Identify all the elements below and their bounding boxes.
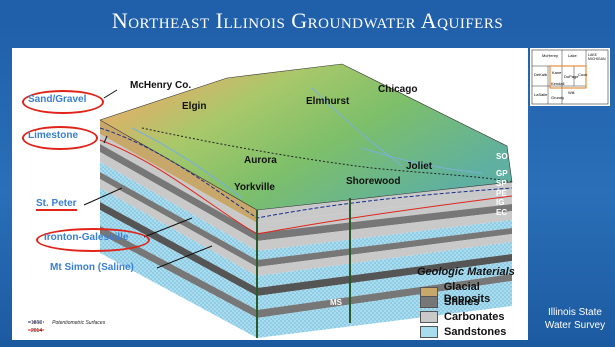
unit-mq: MQ [512, 154, 525, 163]
pot-year-1863: 1863 [31, 320, 43, 326]
inset-dekalb: DeKalb [534, 72, 548, 77]
inset-kendall: Kendall [551, 81, 565, 86]
legend-label-shales: Shales [444, 296, 480, 308]
unit-so: SO [496, 152, 508, 161]
block-diagram-svg [83, 63, 513, 338]
label-elmhurst: Elmhurst [306, 96, 350, 107]
unit-sp: SP [496, 179, 507, 188]
aquifer-mt-simon: Mt Simon (Saline) [50, 262, 134, 273]
inset-lasalle: LaSalle [534, 92, 548, 97]
label-chicago: Chicago [378, 84, 418, 95]
legend-label-glacial: Glacial Deposits [443, 281, 491, 305]
pot-year-2014: 2014 [31, 328, 43, 334]
inset-cook: Cook [578, 72, 588, 77]
source-credit: Illinois State Water Survey [544, 307, 606, 331]
aquifer-limestone: Limestone [28, 130, 79, 141]
ironton-ellipse [36, 228, 150, 252]
aquifer-sand-gravel: Sand/Gravel [28, 94, 87, 105]
legend-swatch-carbonates [420, 311, 438, 323]
unit-gp: GP [496, 169, 508, 178]
pot-key-1863: 1863 Potentiometric Surfaces [28, 320, 105, 326]
inset-grundy: Grundy [551, 95, 565, 100]
legend-item-shales: Shales [420, 296, 479, 308]
front-left-face [100, 120, 257, 338]
legend-label-sandstones: Sandstones [444, 326, 507, 338]
aquifer-st-peter: St. Peter [36, 198, 77, 211]
legend-item-carbonates: Carbonates [420, 311, 505, 323]
aquifer-ironton-galesville: Ironton-Galesville [44, 232, 129, 243]
inset-mchenry: McHenry [542, 53, 559, 58]
legend-item-sandstones: Sandstones [420, 326, 506, 338]
label-joliet: Joliet [406, 161, 433, 172]
legend-swatch-shales [420, 296, 438, 308]
label-elgin: Elgin [182, 101, 207, 112]
sand-gravel-ellipse [22, 90, 104, 114]
inset-will: Will [568, 90, 575, 95]
label-aurora: Aurora [244, 155, 277, 166]
unit-ms: MS [330, 298, 342, 307]
legend-swatch-sandstones [420, 326, 438, 338]
legend-title: Geologic Materials [417, 266, 515, 278]
pot-caption: Potentiometric Surfaces [52, 320, 106, 326]
unit-ec: EC [496, 208, 508, 217]
inset-county-map: McHenry Lake LAKE MICHIGAN DeKalb Kane D… [530, 48, 610, 106]
inset-dupage: DuPage [564, 74, 579, 79]
pot-line-2014 [28, 329, 44, 331]
inset-map-svg [531, 49, 609, 105]
block-diagram: McHenry Co. Elgin Elmhurst Chicago Auror… [12, 48, 528, 340]
label-yorkville: Yorkville [234, 182, 275, 193]
pot-line-1863 [28, 321, 44, 323]
inset-kane: Kane [552, 70, 562, 75]
unit-ig: IG [496, 198, 505, 207]
label-shorewood: Shorewood [346, 176, 401, 187]
label-mchenry: McHenry Co. [130, 80, 192, 91]
legend-label-carbonates: Carbonates [444, 311, 505, 323]
slide-title: Northeast Illinois Groundwater Aquifers [111, 8, 504, 33]
inset-lake-michigan: LAKE MICHIGAN [588, 53, 606, 61]
limestone-ellipse [22, 126, 98, 150]
pot-key-2014: 2014 [28, 328, 44, 334]
inset-lake: Lake [568, 53, 577, 58]
unit-pe: PE [496, 189, 507, 198]
